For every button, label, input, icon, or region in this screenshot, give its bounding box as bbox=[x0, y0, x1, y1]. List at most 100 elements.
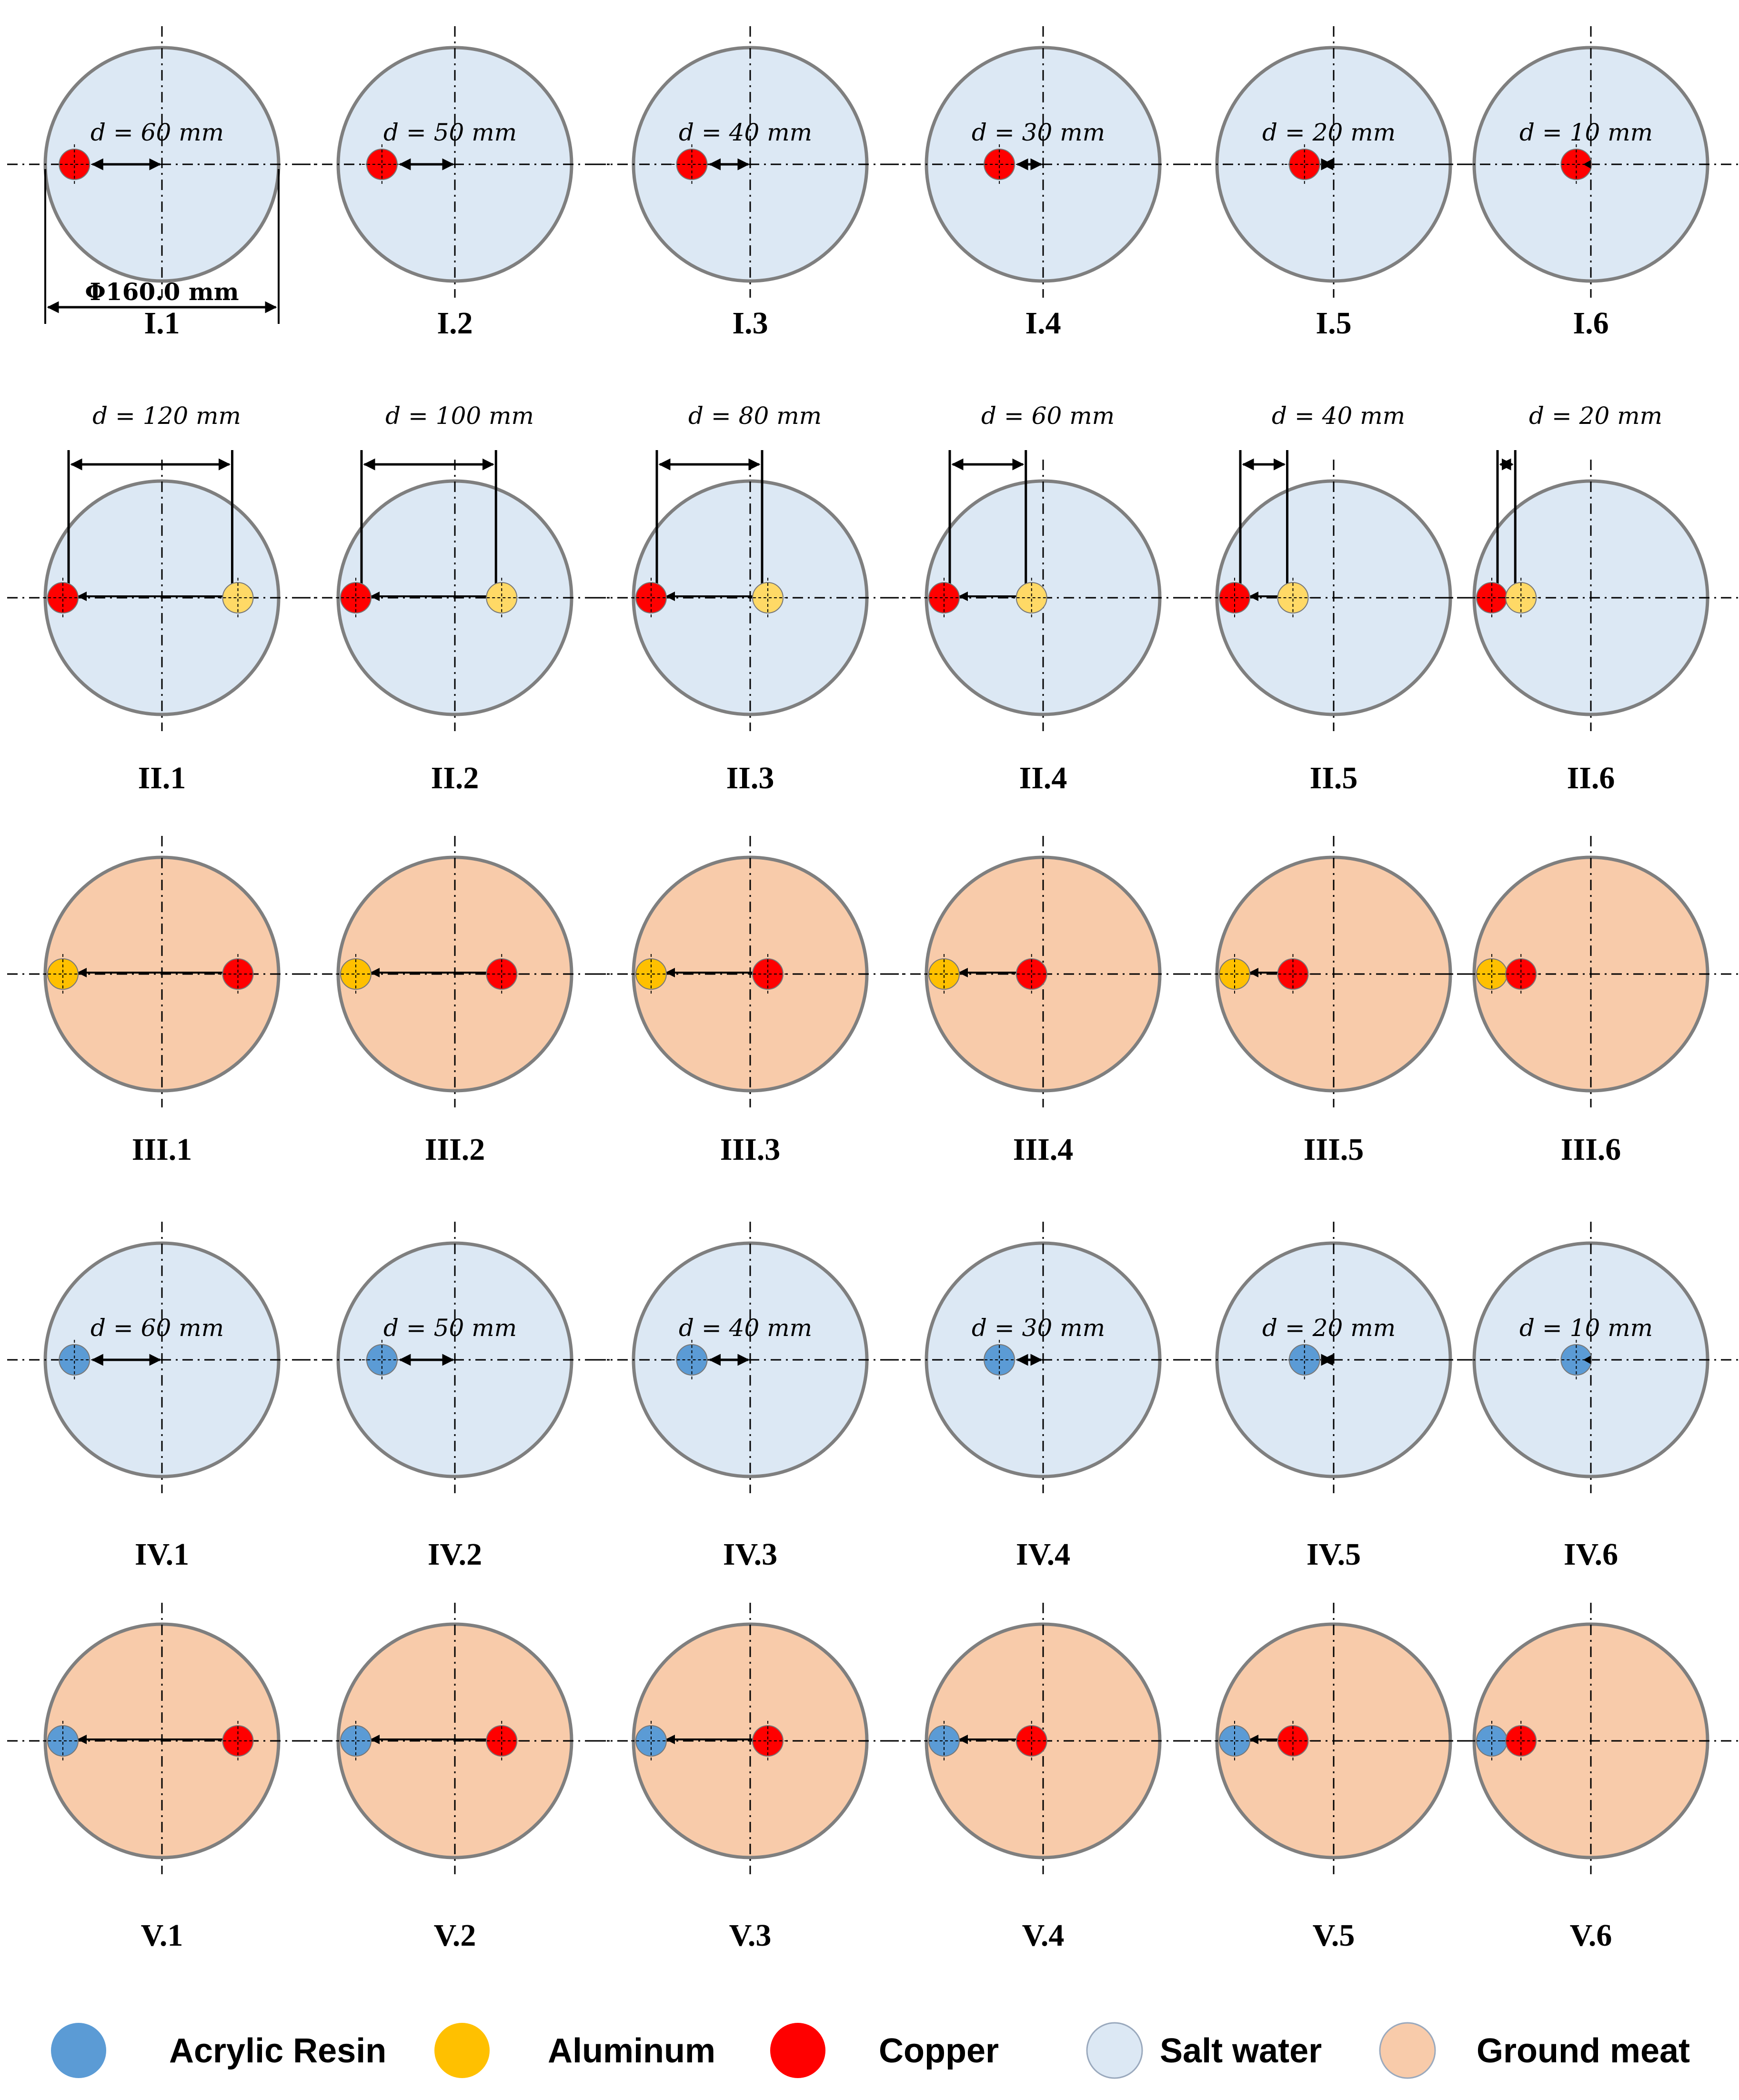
panel-III-6: III.6 bbox=[1436, 836, 1739, 1167]
panel-IV-5: d = 20 mm IV.5 bbox=[1179, 1222, 1488, 1572]
electrode-disk bbox=[47, 958, 79, 990]
panel-I-3: d = 40 mm I.3 bbox=[595, 26, 905, 341]
electrode-disk bbox=[752, 582, 784, 613]
distance-arrow bbox=[1583, 160, 1591, 169]
panel-label: III.2 bbox=[425, 1132, 485, 1167]
distance-label: d = 100 mm bbox=[385, 402, 534, 430]
aluminum-electrode bbox=[1501, 578, 1541, 618]
electrode-disk bbox=[676, 1344, 708, 1376]
panel-I-6: d = 10 mm I.6 bbox=[1436, 26, 1739, 341]
acrylic_resin-electrode bbox=[1284, 1340, 1325, 1380]
panel-label: IV.4 bbox=[1016, 1537, 1070, 1572]
panel-I-1: d = 60 mm Φ160.0 mmI.1 bbox=[7, 26, 317, 341]
legend-label: Aluminum bbox=[548, 2032, 715, 2070]
acrylic_resin-electrode bbox=[1472, 1721, 1512, 1761]
electrode-disk bbox=[1219, 1725, 1250, 1757]
acrylic_resin-electrode bbox=[362, 1340, 402, 1380]
row-III: III.1 III.2 III.3 III.4 III.5 III.6 bbox=[7, 836, 1739, 1167]
panel-II-1: d = 120 mm II.1 bbox=[7, 402, 317, 795]
copper-electrode bbox=[1273, 954, 1313, 994]
aluminum-electrode bbox=[336, 954, 376, 994]
copper-electrode bbox=[43, 578, 83, 618]
electrode-disk bbox=[486, 958, 518, 990]
legend-label: Acrylic Resin bbox=[169, 2032, 386, 2070]
distance-label: d = 20 mm bbox=[1262, 119, 1396, 146]
panel-III-5: III.5 bbox=[1179, 836, 1488, 1167]
acrylic_resin-electrode bbox=[924, 1721, 964, 1761]
panel-label: V.3 bbox=[729, 1918, 772, 1953]
panel-label: III.1 bbox=[132, 1132, 192, 1167]
panel-label: III.3 bbox=[720, 1132, 781, 1167]
legend-swatch bbox=[1086, 2022, 1143, 2079]
electrode-disk bbox=[47, 1725, 79, 1757]
copper-electrode bbox=[482, 954, 522, 994]
copper-electrode bbox=[1011, 954, 1052, 994]
electrode-disk bbox=[635, 1725, 667, 1757]
copper-electrode bbox=[748, 954, 788, 994]
diameter-label: Φ160.0 mm bbox=[85, 278, 239, 306]
panel-label: V.5 bbox=[1313, 1918, 1355, 1953]
electrode-disk bbox=[635, 582, 667, 613]
row-II: d = 120 mm II.1 d = 100 mm II.2 d = 80 mm II.… bbox=[7, 402, 1739, 795]
copper-electrode bbox=[1273, 1721, 1313, 1761]
panel-label: I.5 bbox=[1316, 306, 1351, 341]
electrode-disk bbox=[340, 958, 372, 990]
distance-label: d = 80 mm bbox=[688, 402, 822, 430]
distance-label: d = 30 mm bbox=[972, 119, 1105, 146]
legend-item-salt-water: Salt water bbox=[1086, 2022, 1322, 2079]
panel-II-6: d = 20 mm II.6 bbox=[1436, 402, 1739, 795]
copper-electrode bbox=[672, 144, 712, 184]
electrode-disk bbox=[752, 958, 784, 990]
panel-label: III.6 bbox=[1561, 1132, 1621, 1167]
electrode-disk bbox=[752, 1725, 784, 1757]
aluminum-electrode bbox=[218, 578, 258, 618]
row-I: d = 60 mm Φ160.0 mmI.1 d = 50 mm I.2 d = 40 … bbox=[7, 26, 1739, 341]
aluminum-electrode bbox=[43, 954, 83, 994]
electrode-disk bbox=[1219, 582, 1250, 613]
electrode-disk bbox=[676, 149, 708, 180]
copper-electrode bbox=[54, 144, 95, 184]
panel-label: V.2 bbox=[434, 1918, 476, 1953]
electrode-disk bbox=[984, 149, 1015, 180]
distance-label: d = 10 mm bbox=[1519, 1314, 1653, 1342]
electrode-disk bbox=[1560, 1344, 1592, 1376]
panel-V-1: V.1 bbox=[7, 1603, 317, 1953]
electrode-disk bbox=[1560, 149, 1592, 180]
panel-label: I.6 bbox=[1573, 306, 1608, 341]
electrode-disk bbox=[1288, 1344, 1320, 1376]
electrode-disk bbox=[928, 958, 960, 990]
panel-V-6: V.6 bbox=[1436, 1603, 1739, 1953]
copper-electrode bbox=[1501, 954, 1541, 994]
electrode-disk bbox=[1015, 958, 1047, 990]
distance-label: d = 40 mm bbox=[679, 119, 812, 146]
electrode-disk bbox=[340, 1725, 372, 1757]
acrylic_resin-electrode bbox=[1215, 1721, 1255, 1761]
distance-label: d = 60 mm bbox=[90, 119, 224, 146]
aluminum-electrode bbox=[1011, 578, 1052, 618]
panel-label: II.6 bbox=[1567, 761, 1615, 795]
panel-label: I.3 bbox=[732, 306, 768, 341]
electrode-disk bbox=[635, 958, 667, 990]
panel-label: III.5 bbox=[1304, 1132, 1364, 1167]
aluminum-electrode bbox=[1215, 954, 1255, 994]
panel-label: III.4 bbox=[1013, 1132, 1074, 1167]
aluminum-electrode bbox=[748, 578, 788, 618]
panel-III-2: III.2 bbox=[300, 836, 610, 1167]
panel-label: IV.6 bbox=[1564, 1537, 1618, 1572]
aluminum-electrode bbox=[482, 578, 522, 618]
panel-label: I.1 bbox=[144, 306, 180, 341]
distance-label: d = 10 mm bbox=[1519, 119, 1653, 146]
row-V: V.1 V.2 V.3 V.4 V.5 V.6 bbox=[7, 1603, 1739, 1953]
electrode-disk bbox=[1277, 958, 1309, 990]
electrode-disk bbox=[222, 958, 254, 990]
panel-I-2: d = 50 mm I.2 bbox=[300, 26, 610, 341]
panel-label: II.4 bbox=[1019, 761, 1067, 795]
panel-label: V.6 bbox=[1570, 1918, 1612, 1953]
panel-label: II.5 bbox=[1310, 761, 1358, 795]
copper-electrode bbox=[1215, 578, 1255, 618]
legend-label: Copper bbox=[879, 2032, 999, 2070]
panel-II-3: d = 80 mm II.3 bbox=[595, 402, 905, 795]
electrode-disk bbox=[1015, 1725, 1047, 1757]
